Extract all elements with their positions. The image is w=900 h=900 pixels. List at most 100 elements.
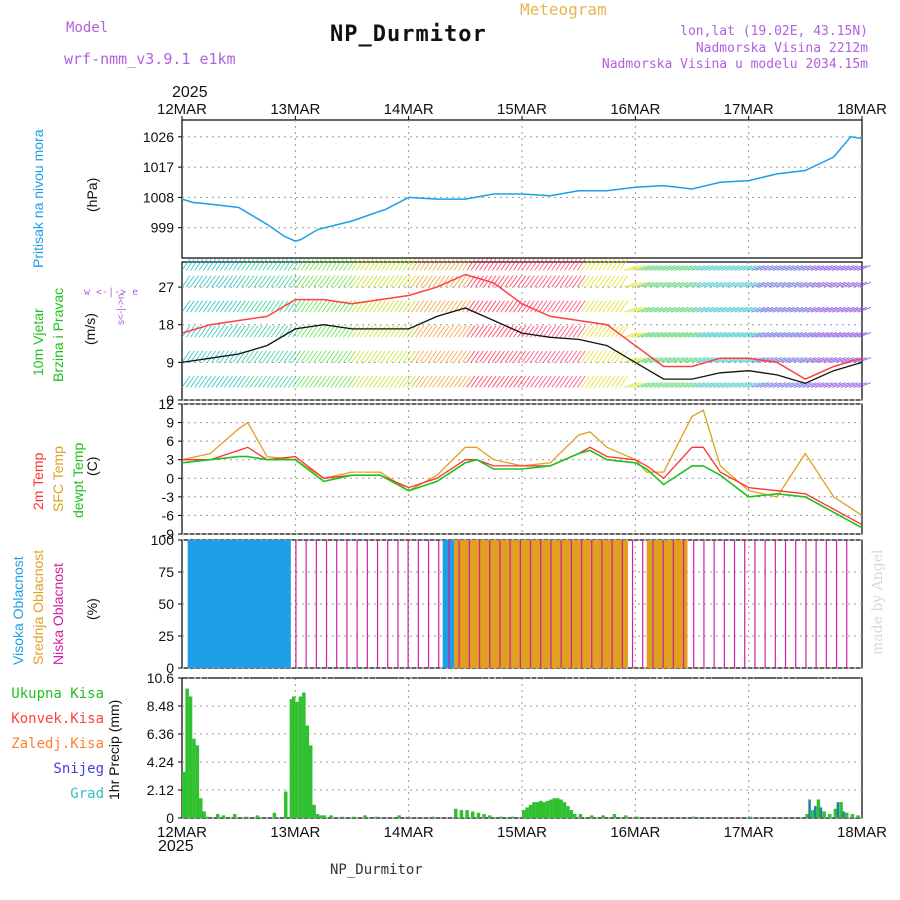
cloud-bar <box>454 540 458 668</box>
wind-barb <box>411 258 420 271</box>
cloud-bar <box>618 540 623 668</box>
legend-conv: Konvek.Kisa <box>11 711 104 727</box>
wind-barb <box>411 350 420 363</box>
wind-barb <box>530 300 539 313</box>
cloud-bar <box>733 540 736 668</box>
cloud-bar <box>550 540 555 668</box>
wind-barb <box>419 275 429 288</box>
wind-barb <box>351 350 361 363</box>
wind-barb <box>304 350 314 363</box>
wind-barb <box>381 325 391 338</box>
wind-barb <box>474 350 484 363</box>
wind-barb <box>793 357 808 363</box>
precip-bar <box>255 815 260 818</box>
wind-barb <box>832 357 846 363</box>
precip-bar <box>573 814 577 818</box>
wind-barb <box>436 275 446 288</box>
wind-barb <box>283 375 293 388</box>
wind-barb <box>470 300 480 313</box>
wind-barb <box>666 265 680 271</box>
wind-barb <box>190 275 199 288</box>
wind-barb <box>662 265 676 271</box>
wind-barb <box>576 258 586 271</box>
wind-barb <box>432 350 442 363</box>
precip-bar <box>510 816 515 818</box>
wind-barb <box>713 306 727 313</box>
wind-barb <box>674 357 689 363</box>
wind-barb <box>615 300 624 313</box>
wind-barb <box>338 375 348 388</box>
cloud-bar <box>567 540 572 668</box>
wind-barb <box>517 350 527 363</box>
wind-barb <box>385 375 395 388</box>
wind-barb <box>389 258 399 271</box>
wind-barb <box>742 281 757 288</box>
wind-barb <box>372 325 382 338</box>
wind-barb <box>802 357 816 363</box>
wind-barb <box>462 350 471 363</box>
cloud-tick-label: 75 <box>158 564 174 580</box>
wind-barb <box>241 375 250 388</box>
wind-barb <box>377 325 386 338</box>
wind-barb <box>479 300 488 313</box>
cloud-bar <box>621 540 623 668</box>
pressure-tick-label: 1017 <box>143 159 174 175</box>
cloud-bar <box>397 540 399 668</box>
wind-barb <box>589 258 599 271</box>
wind-barb <box>542 350 552 363</box>
wind-barb <box>198 350 208 363</box>
wind-barb <box>666 357 680 363</box>
wind-barb <box>389 300 399 313</box>
wind-barb <box>815 332 829 338</box>
wind-barb <box>236 375 246 388</box>
cloud-bar <box>580 540 583 668</box>
wind-barb <box>832 281 846 288</box>
wind-barb <box>275 325 284 338</box>
x-tick-label-bottom: 12MAR <box>157 824 207 841</box>
wind-barb <box>849 281 863 288</box>
wind-barb <box>474 325 484 338</box>
cloud-bar <box>658 540 662 668</box>
x-tick-label-top: 12MAR <box>157 101 207 118</box>
wind-barb <box>619 300 629 313</box>
wind-barb <box>632 382 646 388</box>
wind-barb <box>640 332 655 338</box>
wind-barb <box>504 375 514 388</box>
wind-barb <box>279 350 289 363</box>
wind-barb <box>491 300 501 313</box>
wind-barb <box>432 275 442 288</box>
wind-barb <box>832 265 846 271</box>
cloud-bar <box>607 540 611 668</box>
wind-barb <box>542 275 552 288</box>
wind-barb <box>615 375 624 388</box>
precip-bar <box>805 814 809 818</box>
wind-barb <box>798 382 812 388</box>
wind-barb <box>287 275 297 288</box>
wind-barb <box>521 350 531 363</box>
wind-barb <box>423 325 433 338</box>
wind-barb <box>725 281 740 288</box>
wind-barb <box>504 275 514 288</box>
pressure-label: Pritisak na nivou mora <box>30 129 46 268</box>
wind-barb <box>662 281 676 288</box>
wind-barb <box>228 375 238 388</box>
wind-barb <box>415 258 425 271</box>
wind-barb <box>270 275 280 288</box>
wind-barb <box>224 275 233 288</box>
precip-bar <box>816 799 821 818</box>
wind-barb <box>738 265 753 271</box>
wind-barb <box>504 300 514 313</box>
wind-barb <box>649 281 663 288</box>
wind-barb <box>343 350 352 363</box>
wind-barb <box>759 265 774 271</box>
wind-barb <box>453 300 463 313</box>
wind-barb <box>479 258 488 271</box>
wind-barb <box>793 306 808 313</box>
wind-barb <box>508 275 518 288</box>
wind-barb <box>717 281 731 288</box>
wind-barb <box>258 258 267 271</box>
wind-barb <box>270 350 280 363</box>
wind-barb <box>781 382 795 388</box>
wind-barb <box>730 332 744 338</box>
wind-barb <box>232 375 242 388</box>
